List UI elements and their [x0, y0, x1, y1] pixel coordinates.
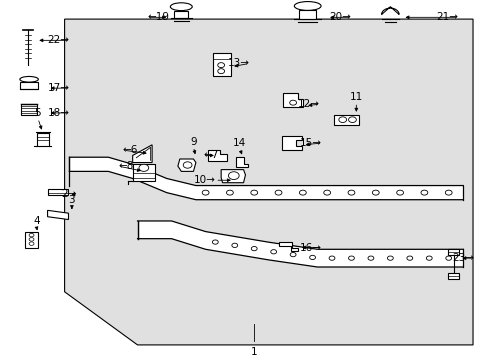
Polygon shape [283, 94, 302, 107]
Circle shape [396, 190, 403, 195]
Ellipse shape [294, 1, 321, 10]
Circle shape [212, 240, 218, 244]
Circle shape [348, 117, 356, 122]
Text: ←7: ←7 [203, 150, 218, 161]
Circle shape [217, 69, 224, 74]
Text: ←6: ←6 [122, 145, 138, 155]
Circle shape [275, 190, 282, 195]
Polygon shape [282, 136, 301, 150]
Circle shape [228, 172, 239, 180]
Text: 5: 5 [35, 108, 41, 118]
Text: ←19: ←19 [147, 12, 169, 22]
FancyBboxPatch shape [447, 273, 458, 279]
Polygon shape [64, 19, 472, 345]
Polygon shape [132, 145, 152, 162]
Circle shape [347, 190, 354, 195]
Text: 11: 11 [349, 92, 362, 102]
Text: 22→: 22→ [47, 35, 69, 45]
FancyBboxPatch shape [21, 104, 37, 116]
Circle shape [328, 256, 334, 260]
Circle shape [183, 162, 192, 168]
Circle shape [226, 190, 233, 195]
FancyBboxPatch shape [334, 115, 358, 125]
Circle shape [348, 256, 354, 260]
Text: 17→: 17→ [47, 83, 69, 93]
FancyBboxPatch shape [174, 10, 188, 18]
Text: 15→: 15→ [300, 138, 322, 148]
Text: 21→: 21→ [436, 12, 458, 22]
Circle shape [139, 164, 148, 171]
FancyBboxPatch shape [447, 249, 458, 255]
Circle shape [309, 255, 315, 260]
Circle shape [250, 190, 257, 195]
Polygon shape [278, 242, 297, 251]
Polygon shape [207, 150, 227, 161]
Ellipse shape [170, 3, 192, 10]
Circle shape [323, 190, 330, 195]
Polygon shape [47, 189, 68, 195]
Circle shape [29, 233, 34, 237]
Polygon shape [25, 231, 38, 248]
Circle shape [231, 243, 237, 247]
Text: 4: 4 [33, 216, 40, 226]
Circle shape [367, 256, 373, 260]
Text: 20→: 20→ [329, 12, 351, 22]
Text: 9: 9 [190, 136, 196, 147]
Text: 3: 3 [68, 195, 75, 205]
Text: 13→: 13→ [227, 58, 249, 68]
Circle shape [289, 252, 295, 257]
Polygon shape [221, 170, 245, 183]
Polygon shape [212, 53, 231, 76]
Circle shape [29, 238, 34, 241]
Text: 16→: 16→ [300, 243, 322, 252]
Text: 18→: 18→ [47, 108, 69, 118]
Text: 2→: 2→ [61, 189, 77, 199]
Circle shape [338, 117, 346, 122]
Text: 10→: 10→ [193, 175, 215, 185]
Text: 1: 1 [250, 347, 257, 357]
Text: 14: 14 [233, 138, 246, 148]
Text: 12→: 12→ [297, 99, 319, 109]
Circle shape [251, 247, 257, 251]
Circle shape [386, 256, 392, 260]
Polygon shape [381, 7, 398, 14]
Circle shape [420, 190, 427, 195]
Text: 23→: 23→ [451, 253, 473, 263]
Circle shape [217, 63, 224, 68]
FancyBboxPatch shape [20, 82, 38, 89]
Circle shape [426, 256, 431, 260]
Circle shape [372, 190, 378, 195]
Circle shape [202, 190, 208, 195]
Circle shape [270, 249, 276, 254]
Circle shape [29, 242, 34, 246]
FancyBboxPatch shape [37, 134, 48, 146]
Circle shape [289, 100, 296, 105]
FancyBboxPatch shape [298, 10, 316, 19]
Circle shape [299, 190, 305, 195]
Circle shape [445, 256, 451, 260]
Polygon shape [178, 159, 196, 171]
Polygon shape [235, 157, 248, 167]
Circle shape [445, 190, 451, 195]
Polygon shape [47, 210, 68, 220]
Circle shape [406, 256, 412, 260]
Ellipse shape [20, 76, 38, 82]
Polygon shape [132, 164, 154, 181]
Text: ←8: ←8 [118, 161, 133, 171]
